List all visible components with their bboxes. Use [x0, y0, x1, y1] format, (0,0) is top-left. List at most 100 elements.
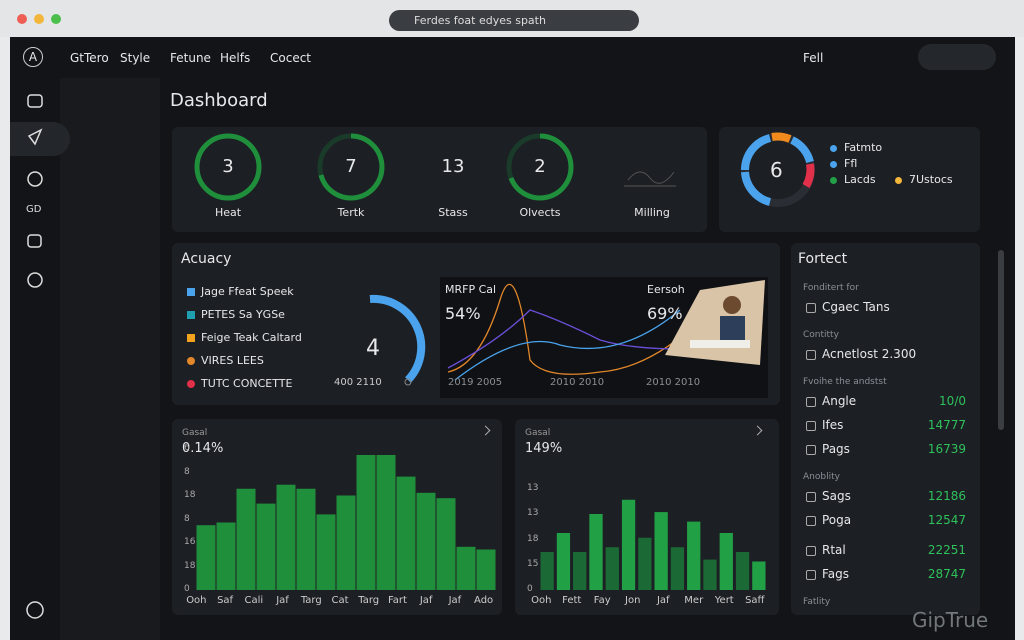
- nav-item[interactable]: Cocect: [270, 51, 312, 65]
- line-curves: [447, 280, 765, 381]
- kpi-label: Heat: [214, 206, 242, 219]
- address-bar[interactable]: [389, 10, 639, 31]
- chart-value: 0.14%: [182, 441, 224, 456]
- bar: [276, 484, 296, 590]
- y-tick-label: 13: [527, 508, 539, 519]
- x-tick-label: 2010 2010: [550, 377, 605, 388]
- row-value: 14777: [927, 418, 966, 432]
- dashboard-title: Dashboard: [170, 90, 268, 111]
- row-value: 10/0: [939, 394, 966, 408]
- address-text[interactable]: Ferdes foat edyes spath: [414, 14, 546, 27]
- row-icon: [806, 492, 816, 502]
- legend-dot: [830, 145, 837, 152]
- x-tick-label: 2019 2005: [448, 377, 503, 388]
- x-tick-label: Ooh: [186, 595, 207, 606]
- nav-item[interactable]: Fetune: [170, 51, 211, 65]
- row-label[interactable]: Rtal: [822, 543, 846, 557]
- legend-label: Lacds: [844, 173, 876, 186]
- y-tick-label: 6: [184, 443, 190, 453]
- kpi-value: 13: [441, 156, 465, 177]
- x-tick-label: Fay: [593, 595, 611, 606]
- bar: [589, 514, 603, 590]
- y-tick-label: 16: [184, 537, 196, 547]
- legend-swatch: [187, 380, 195, 388]
- sidebar-icons: [26, 94, 44, 619]
- x-tick-label: Cali: [244, 595, 264, 606]
- bar: [356, 455, 376, 590]
- x-tick-label: 2010 2010: [646, 377, 701, 388]
- row-icon: [806, 397, 816, 407]
- window-buttons: [17, 14, 61, 24]
- accuracy-title: Acuacy: [181, 251, 232, 267]
- row-label[interactable]: Acnetlost 2.300: [822, 347, 917, 361]
- row-label[interactable]: Cgaec Tans: [822, 300, 890, 314]
- row-icon: [806, 516, 816, 526]
- row-label[interactable]: Poga: [822, 513, 852, 527]
- bar: [216, 522, 236, 590]
- nav-item[interactable]: GtTero: [70, 51, 109, 65]
- bar: [376, 455, 396, 590]
- bar: [196, 525, 216, 590]
- x-tick-label: Ado: [474, 595, 494, 606]
- section-heading: Fvoihe the andstst: [803, 377, 887, 387]
- sidebar-label: GD: [26, 204, 42, 215]
- x-tick-label: Jaf: [656, 595, 670, 606]
- x-tick-label: Mer: [684, 595, 704, 606]
- bar: [476, 549, 496, 590]
- row-label[interactable]: Angle: [822, 394, 857, 408]
- nav-item[interactable]: Helfs: [220, 51, 251, 65]
- bar: [436, 498, 456, 590]
- bar: [396, 476, 416, 590]
- x-tick-label: Targ: [300, 595, 322, 606]
- legend-swatch: [187, 311, 195, 319]
- legend-label: Fatmto: [844, 141, 883, 154]
- chart-value: 149%: [525, 441, 563, 456]
- x-tick-label: Cat: [331, 595, 349, 606]
- x-tick-label: Yert: [714, 595, 734, 606]
- y-tick-label: 18: [184, 560, 196, 571]
- section-heading: Contitty: [803, 330, 839, 340]
- row-value: 12186: [927, 489, 966, 503]
- scrollbar[interactable]: [998, 250, 1004, 430]
- kpi-card: [172, 127, 707, 232]
- row-label[interactable]: Ifes: [822, 418, 844, 432]
- nav-right[interactable]: Fell: [803, 51, 824, 65]
- bar: [621, 499, 636, 590]
- row-value: 28747: [927, 567, 966, 581]
- nav-item[interactable]: Style: [120, 51, 151, 65]
- sub-sidebar: [60, 78, 160, 640]
- row-icon: [806, 445, 816, 455]
- row-icon: [806, 546, 816, 556]
- kpi-label: Stass: [438, 206, 468, 219]
- legend-swatch: [187, 357, 195, 365]
- row-icon: [806, 421, 816, 431]
- chart-label: Gasal: [525, 428, 551, 438]
- bar: [719, 533, 733, 590]
- row-label[interactable]: Pags: [822, 442, 850, 456]
- donut: [741, 132, 815, 207]
- bar: [752, 561, 766, 590]
- x-tick-label: Jaf: [419, 595, 433, 606]
- legend-swatch: [187, 334, 195, 342]
- legend-label: PETES Sa YGSe: [201, 308, 285, 321]
- right-title: Fortect: [798, 251, 848, 267]
- logo[interactable]: A: [23, 47, 43, 67]
- bar: [296, 488, 316, 590]
- bar: [456, 546, 476, 590]
- legend-label: Ffl: [844, 157, 858, 170]
- section-heading: Fatlity: [803, 597, 831, 607]
- row-value: 12547: [927, 513, 966, 527]
- x-tick-label: Ooh: [531, 595, 552, 606]
- row-label[interactable]: Sags: [822, 489, 851, 503]
- bar: [336, 495, 356, 590]
- legend-label: VIRES LEES: [201, 354, 264, 367]
- kpi-label: Tertk: [337, 206, 365, 219]
- kpi-rings: [194, 133, 676, 201]
- donut-center: 6: [770, 158, 783, 182]
- row-label[interactable]: Fags: [822, 567, 850, 581]
- kpi-value: 7: [345, 156, 357, 177]
- row-icon: [806, 350, 816, 360]
- bar: [556, 533, 571, 590]
- y-tick-label: 0: [184, 584, 190, 594]
